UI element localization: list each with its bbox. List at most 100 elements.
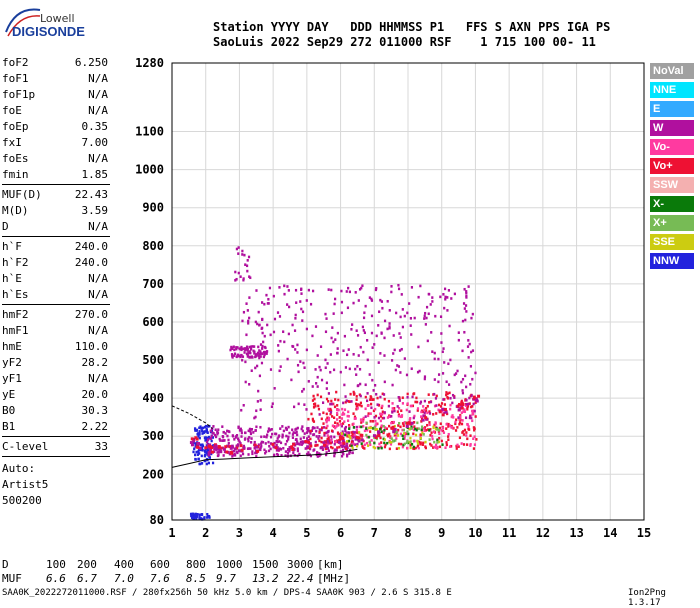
param-value: 6.250 bbox=[74, 56, 108, 69]
trace-point bbox=[228, 445, 232, 449]
echo-point bbox=[279, 427, 282, 430]
echo-point bbox=[307, 380, 310, 383]
y-tick-label: 600 bbox=[142, 315, 164, 329]
echo-point bbox=[341, 448, 345, 452]
trace-point bbox=[393, 427, 397, 431]
echo-point bbox=[338, 419, 342, 423]
echo-point bbox=[451, 414, 454, 417]
echo-point bbox=[291, 344, 294, 348]
trace-point bbox=[242, 446, 246, 450]
echo-point bbox=[255, 409, 258, 413]
echo-point bbox=[257, 345, 260, 349]
echo-point bbox=[470, 316, 473, 320]
echo-point bbox=[437, 380, 440, 384]
echo-point bbox=[386, 299, 389, 303]
echo-point bbox=[380, 441, 383, 444]
echo-point bbox=[344, 395, 347, 398]
echo-point bbox=[367, 414, 370, 418]
echo-point bbox=[307, 451, 310, 454]
echo-point bbox=[348, 452, 351, 455]
echo-point bbox=[345, 399, 348, 403]
echo-point bbox=[396, 364, 399, 367]
echo-point bbox=[402, 432, 406, 435]
param-label: foEs bbox=[2, 152, 29, 165]
echo-point bbox=[359, 382, 362, 386]
param-value: 3.59 bbox=[81, 204, 109, 217]
echo-point bbox=[418, 369, 421, 373]
param-value: N/A bbox=[88, 72, 108, 85]
echo-point bbox=[392, 334, 395, 337]
echo-point bbox=[397, 413, 401, 416]
echo-point bbox=[271, 402, 274, 405]
echo-point bbox=[461, 319, 465, 323]
echo-point bbox=[256, 400, 259, 403]
echo-point bbox=[381, 404, 384, 408]
echo-point bbox=[235, 346, 238, 349]
echo-point bbox=[234, 436, 237, 439]
echo-point bbox=[353, 431, 357, 434]
echo-point bbox=[291, 433, 294, 436]
trace-point bbox=[194, 436, 198, 440]
echo-point bbox=[206, 453, 209, 456]
echo-point bbox=[314, 440, 317, 444]
echo-point bbox=[301, 390, 304, 393]
echo-point bbox=[333, 442, 336, 446]
echo-point bbox=[340, 289, 343, 293]
echo-point bbox=[441, 350, 444, 354]
echo-point bbox=[403, 437, 406, 440]
echo-point bbox=[388, 309, 391, 312]
echo-point bbox=[364, 407, 367, 411]
trace-point bbox=[209, 449, 213, 453]
digisonde-logo-icon bbox=[5, 8, 41, 37]
echo-point bbox=[396, 405, 399, 408]
echo-point bbox=[375, 286, 378, 290]
echo-point bbox=[199, 425, 202, 429]
echo-point bbox=[190, 514, 193, 518]
echo-point bbox=[412, 432, 415, 436]
param-row: fxI 7.00 bbox=[2, 136, 108, 150]
echo-point bbox=[448, 424, 452, 427]
echo-point bbox=[374, 407, 377, 411]
echo-point bbox=[233, 437, 236, 441]
echo-point bbox=[467, 285, 470, 288]
echo-point bbox=[335, 418, 339, 421]
echo-point bbox=[201, 518, 204, 521]
echo-point bbox=[473, 409, 476, 413]
echo-point bbox=[407, 432, 410, 436]
echo-point bbox=[374, 288, 378, 292]
echo-point bbox=[417, 446, 420, 450]
echo-point bbox=[445, 380, 448, 384]
echo-point bbox=[340, 432, 344, 435]
echo-point bbox=[262, 355, 265, 359]
echo-point bbox=[325, 453, 328, 457]
echo-point bbox=[329, 412, 332, 416]
echo-point bbox=[248, 275, 251, 278]
echo-point bbox=[214, 435, 218, 439]
echo-point bbox=[373, 446, 376, 450]
trace-point bbox=[225, 450, 229, 454]
echo-point bbox=[335, 439, 339, 443]
echo-point bbox=[267, 302, 270, 305]
trace-point bbox=[377, 430, 381, 434]
trace-curves bbox=[171, 405, 358, 468]
echo-point bbox=[246, 355, 249, 358]
echo-point bbox=[408, 302, 411, 305]
legend-item: NNE bbox=[650, 82, 694, 98]
echo-point bbox=[403, 357, 406, 360]
echo-point bbox=[443, 411, 446, 415]
echo-point bbox=[343, 334, 347, 338]
echo-point bbox=[295, 438, 298, 441]
echo-point bbox=[320, 436, 323, 440]
echo-point bbox=[264, 451, 267, 455]
echo-point bbox=[431, 350, 434, 353]
echo-point bbox=[329, 370, 332, 374]
echo-point bbox=[401, 396, 404, 400]
echo-point bbox=[467, 425, 470, 428]
echo-point bbox=[401, 428, 404, 432]
echo-point bbox=[233, 352, 237, 356]
echo-point bbox=[453, 292, 456, 296]
echo-point bbox=[195, 517, 198, 520]
echo-point bbox=[320, 417, 323, 421]
param-value: N/A bbox=[88, 324, 108, 337]
echo-point bbox=[249, 345, 252, 349]
